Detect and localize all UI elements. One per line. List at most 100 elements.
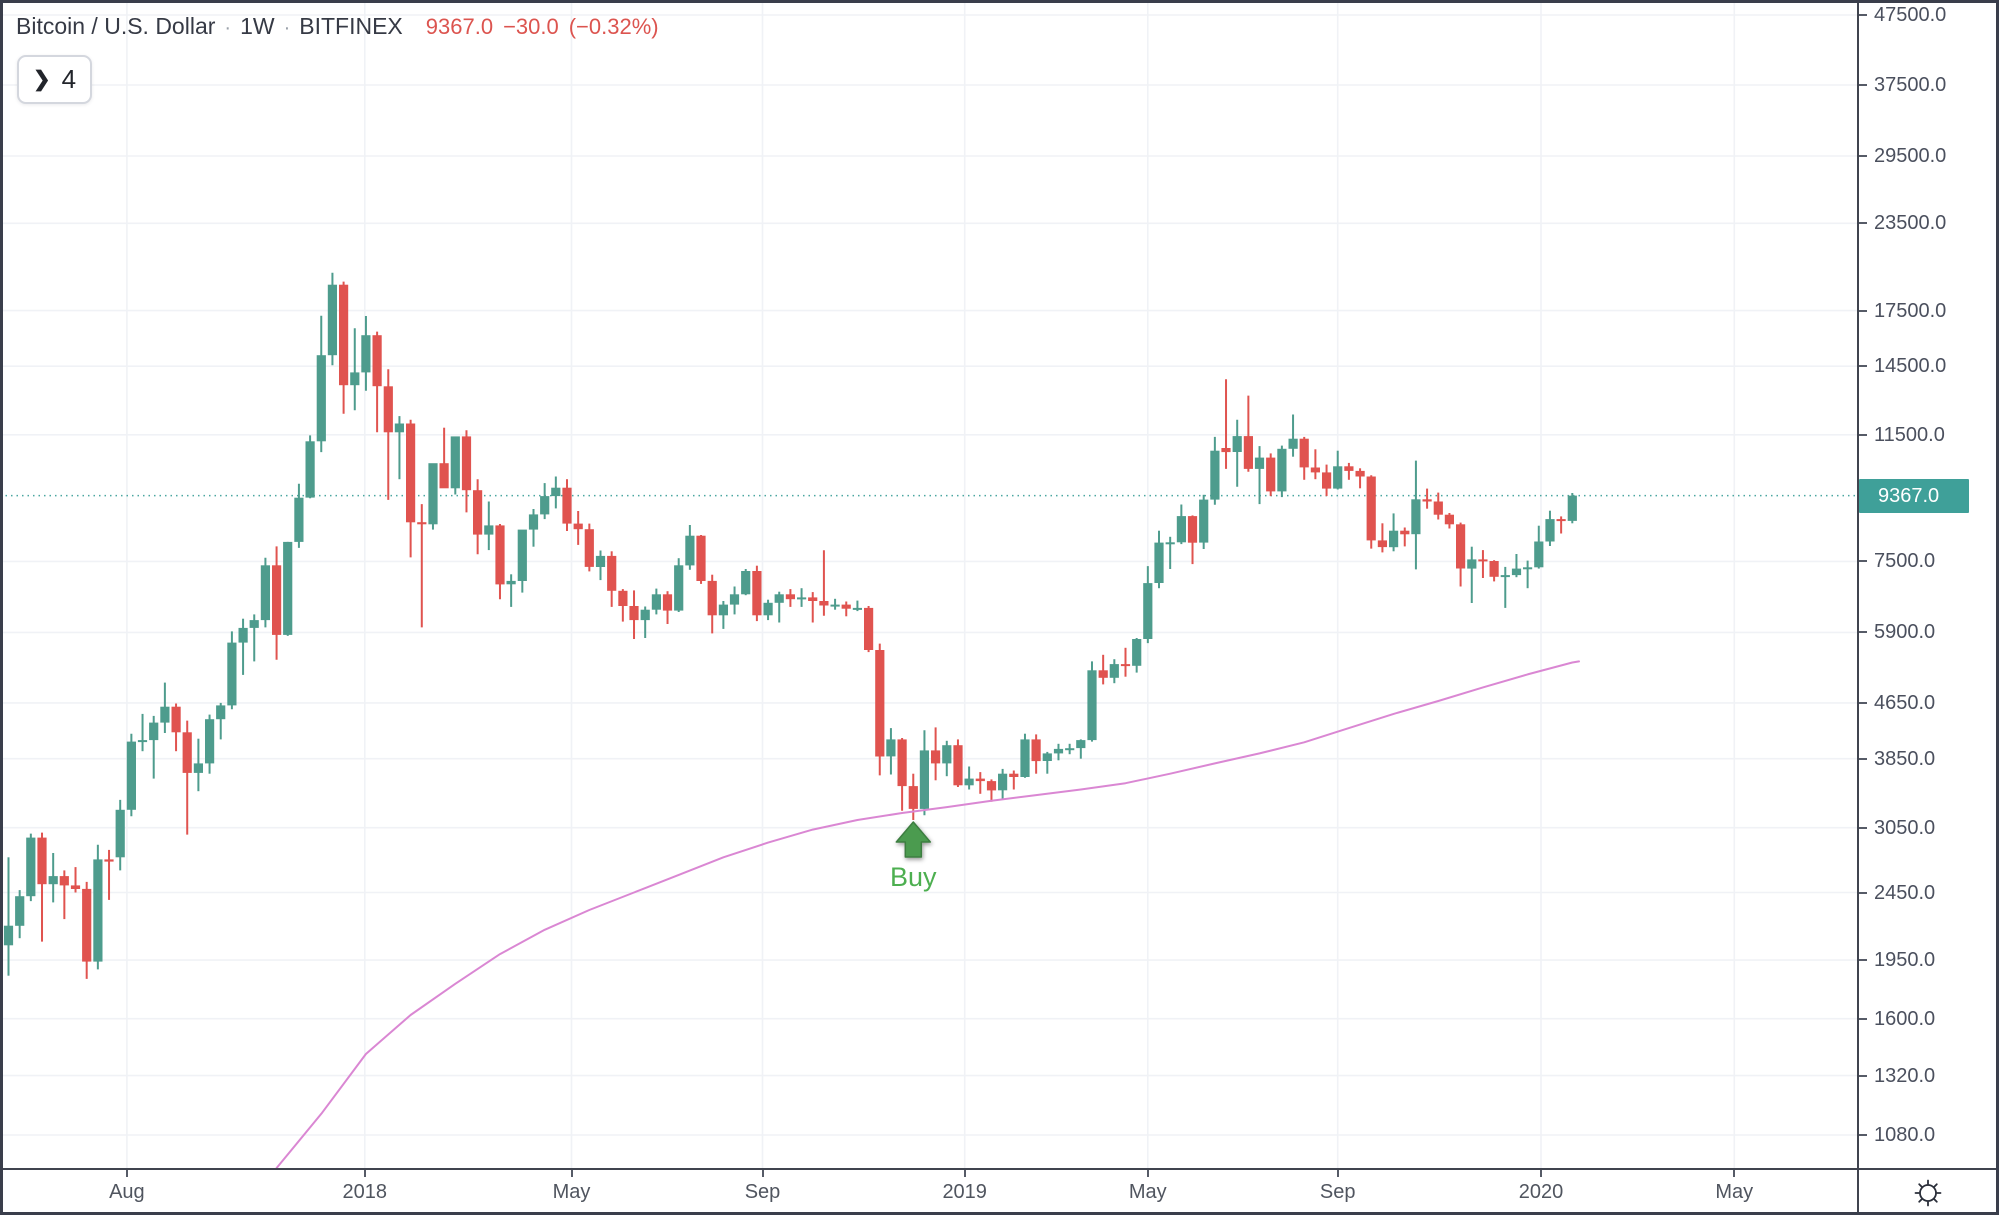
candle-body: [473, 490, 483, 535]
candle-body: [763, 602, 773, 616]
candle-body: [797, 597, 807, 600]
separator-dot: ·: [224, 17, 232, 39]
candle-body: [573, 523, 583, 530]
price-axis-label: 3850.0: [1874, 747, 1936, 770]
price-axis-label: 1320.0: [1874, 1064, 1936, 1087]
candle-body: [1545, 519, 1555, 542]
candle-body: [1176, 516, 1186, 543]
price-axis-tick: [1859, 891, 1867, 894]
candle-body: [607, 555, 617, 591]
price-axis-tick: [1859, 631, 1867, 634]
candle-body: [1400, 530, 1410, 535]
candles: [3, 272, 1577, 979]
candle-body: [696, 535, 706, 581]
candle-body: [1433, 501, 1443, 515]
candle-body: [350, 372, 360, 386]
candle-body: [428, 463, 438, 525]
candle-body: [1210, 450, 1220, 500]
candle-body: [584, 529, 594, 567]
candle-body: [182, 732, 192, 773]
candle-body: [1511, 568, 1522, 576]
symbol-title[interactable]: Bitcoin / U.S. Dollar: [16, 13, 216, 39]
bar-replay-count-button[interactable]: ❯ 4: [17, 55, 92, 104]
grid-lines: [0, 0, 1857, 1168]
interval-label[interactable]: 1W: [240, 13, 275, 39]
candle-body: [126, 741, 136, 810]
candle-body: [1120, 664, 1131, 667]
candle-body: [37, 837, 47, 885]
candle-body: [1567, 495, 1577, 521]
time-axis-label: 2020: [1518, 1181, 1564, 1203]
price-axis[interactable]: 9367.0 47500.0 37500.0 29500.0 23500.0 17500…: [1857, 0, 1999, 1168]
candle-body: [707, 580, 717, 616]
candle-body: [819, 601, 829, 606]
buy-arrow-icon[interactable]: [895, 821, 932, 858]
candle-body: [875, 650, 885, 757]
candle-body: [674, 565, 684, 611]
candle-body: [1389, 530, 1399, 548]
candle-body: [82, 888, 92, 962]
quote-group: 9367.0 −30.0 (−0.32%): [426, 14, 659, 40]
candle-body: [461, 436, 472, 491]
axis-settings-button[interactable]: [1857, 1170, 1999, 1215]
time-axis[interactable]: Aug 2018 May Sep 2019 May Sep 2020 May: [0, 1168, 1999, 1215]
candle-body: [651, 594, 661, 610]
candle-body: [1243, 436, 1253, 469]
candle-body: [294, 497, 304, 542]
candle-body: [417, 522, 427, 525]
candle-body: [551, 487, 561, 497]
candle-body: [864, 607, 874, 650]
candle-body: [171, 706, 181, 733]
candle-body: [495, 525, 505, 585]
time-axis-tick: [963, 1170, 966, 1177]
candle-body: [484, 525, 494, 535]
candle-body: [1154, 542, 1164, 583]
candle-body: [193, 763, 203, 773]
time-axis-label: Sep: [744, 1181, 781, 1203]
candle-body: [919, 750, 929, 809]
candle-body: [986, 781, 997, 791]
candle-body: [1344, 466, 1354, 471]
price-axis-tick: [1859, 222, 1867, 225]
candle-body: [394, 423, 404, 433]
candle-body: [115, 809, 125, 858]
candle-body: [272, 565, 282, 635]
price-axis-label: 2450.0: [1874, 881, 1936, 904]
price-axis-label: 4650.0: [1874, 691, 1936, 714]
price-axis-tick: [1859, 309, 1867, 312]
candle-body: [1109, 664, 1119, 678]
candle-body: [886, 739, 896, 757]
candle-body: [975, 778, 985, 782]
candlestick-chart[interactable]: Buy: [0, 0, 1857, 1168]
candle-body: [227, 642, 237, 706]
price-axis-label: 14500.0: [1874, 355, 1947, 378]
price-axis-label: 1600.0: [1874, 1007, 1936, 1030]
candle-body: [562, 487, 572, 524]
price-axis-label: 37500.0: [1874, 74, 1947, 96]
candle-body: [841, 604, 851, 609]
symbol-header[interactable]: Bitcoin / U.S. Dollar · 1W · BITFINEX 93…: [16, 13, 659, 40]
candle-body: [327, 284, 337, 356]
time-axis-tick: [570, 1170, 573, 1177]
candle-body: [1132, 639, 1142, 666]
candle-body: [528, 514, 539, 530]
candle-body: [1266, 457, 1276, 492]
buy-label[interactable]: Buy: [890, 862, 937, 892]
candle-body: [361, 335, 371, 373]
candle-body: [1098, 670, 1108, 678]
time-axis-label: Sep: [1319, 1181, 1356, 1203]
candle-body: [1065, 748, 1075, 751]
price-axis-label: 11500.0: [1874, 423, 1945, 446]
price-axis-tick: [1859, 1017, 1867, 1020]
candle-body: [149, 722, 159, 741]
price-axis-tick: [1859, 155, 1867, 157]
candle-body: [15, 896, 25, 926]
candle-body: [506, 580, 516, 585]
ma-line: [275, 660, 1580, 1168]
chart-pane[interactable]: Buy: [0, 0, 1857, 1168]
gear-icon: [1914, 1179, 1942, 1206]
candle-body: [305, 441, 315, 498]
exchange-label[interactable]: BITFINEX: [299, 13, 403, 39]
price-axis-label: 29500.0: [1874, 145, 1947, 167]
candle-body: [316, 355, 326, 442]
